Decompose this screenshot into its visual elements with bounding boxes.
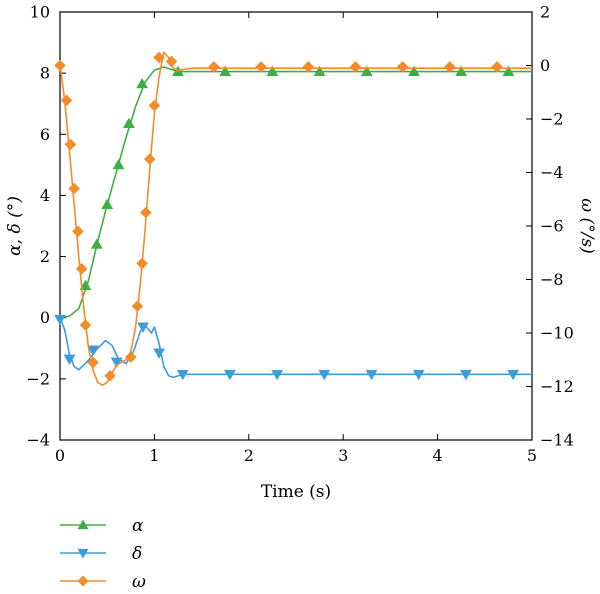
plot-frame	[59, 11, 533, 441]
left-y-axis-title: α, δ (°)	[5, 196, 25, 256]
legend-label-omega: ω	[132, 572, 146, 592]
legend: α δ ω	[60, 516, 146, 592]
data-point-1	[459, 369, 472, 381]
data-point-2	[153, 51, 165, 64]
left-y-tick-label: 8	[40, 64, 50, 83]
data-point-1	[223, 369, 236, 381]
data-point-0	[313, 65, 326, 76]
data-point-1	[412, 369, 425, 381]
data-point-2	[87, 356, 99, 369]
right-y-tick-label: 2	[540, 3, 550, 22]
data-point-2	[136, 257, 148, 270]
data-point-0	[360, 65, 373, 76]
left-y-tick-label: 2	[40, 247, 50, 266]
data-point-2	[396, 60, 409, 73]
labels-layer: Time (s) α, δ (°) ω (°/s)	[5, 196, 597, 502]
left-y-tick-label: 6	[40, 125, 50, 144]
data-point-1	[271, 369, 284, 381]
right-y-tick-label: 0	[540, 56, 550, 75]
right-y-tick-label: −2	[540, 110, 564, 129]
left-y-tick-label: 10	[30, 3, 50, 22]
right-y-tick-label: −4	[540, 163, 564, 182]
right-y-tick-label: −12	[540, 377, 574, 396]
left-y-tick-label: 4	[40, 186, 50, 205]
data-point-0	[79, 279, 92, 290]
x-tick-label: 0	[55, 446, 65, 465]
data-point-1	[54, 314, 66, 326]
data-point-2	[60, 94, 73, 107]
data-point-0	[266, 65, 279, 76]
data-point-0	[90, 238, 103, 249]
data-point-0	[136, 77, 149, 89]
data-point-1	[63, 354, 76, 365]
data-point-2	[72, 225, 84, 238]
legend-label-alpha: α	[132, 516, 144, 536]
data-point-0	[408, 65, 420, 76]
data-point-0	[502, 65, 515, 76]
data-point-0	[112, 158, 125, 170]
x-tick-label: 5	[527, 446, 537, 465]
legend-item-omega: ω	[60, 572, 146, 592]
data-point-2	[131, 300, 144, 313]
legend-label-delta: δ	[132, 544, 142, 564]
data-point-1	[87, 345, 99, 356]
data-point-2	[64, 138, 77, 151]
left-y-tick-label: −4	[26, 431, 50, 450]
legend-item-delta: δ	[60, 544, 142, 564]
x-tick-label: 2	[244, 446, 254, 465]
x-tick-label: 4	[433, 446, 443, 465]
right-y-axis-title: ω (°/s)	[577, 198, 597, 253]
x-axis-title: Time (s)	[261, 482, 331, 502]
data-point-2	[54, 59, 66, 72]
data-point-1	[318, 369, 331, 381]
series-line-1	[59, 317, 532, 379]
legend-marker-delta	[77, 548, 89, 559]
data-point-2	[349, 60, 362, 73]
right-y-tick-label: −6	[540, 217, 564, 236]
legend-marker-omega	[77, 575, 89, 587]
data-point-2	[79, 319, 92, 331]
series-1	[54, 314, 532, 381]
data-point-1	[507, 369, 520, 381]
data-point-1	[176, 369, 189, 381]
right-y-tick-label: −10	[540, 324, 574, 343]
series-2	[54, 51, 532, 386]
legend-item-alpha: α	[60, 516, 144, 536]
right-y-tick-label: −8	[540, 270, 564, 289]
data-point-2	[124, 351, 137, 363]
data-point-0	[455, 65, 468, 76]
data-point-2	[255, 60, 267, 73]
data-point-1	[153, 348, 166, 359]
data-point-0	[219, 65, 232, 76]
data-point-2	[165, 55, 178, 68]
axes-layer: 0 1 2 3 4 5 −4 −2 0 2 4 6 8 10 −14 −12 −10 −8 −6 −4 −2 0 2	[26, 3, 573, 466]
right-y-tick-label: −14	[540, 431, 574, 450]
left-y-tick-label: −2	[26, 369, 50, 388]
data-point-0	[122, 117, 135, 128]
data-point-2	[148, 99, 161, 112]
data-point-2	[208, 60, 220, 73]
data-point-2	[68, 182, 81, 195]
series-0	[59, 65, 532, 319]
data-point-2	[444, 60, 456, 73]
data-point-2	[104, 369, 116, 382]
legend-marker-alpha	[77, 519, 89, 530]
data-point-2	[491, 60, 503, 73]
data-point-2	[143, 153, 156, 165]
data-point-1	[137, 322, 150, 333]
data-point-0	[101, 198, 114, 209]
data-point-1	[365, 369, 378, 381]
x-tick-label: 1	[149, 446, 159, 465]
data-point-2	[140, 206, 152, 219]
series-layer	[54, 51, 532, 386]
data-point-2	[75, 262, 88, 275]
x-tick-label: 3	[338, 446, 348, 465]
series-line-0	[59, 66, 532, 319]
data-point-2	[302, 60, 315, 73]
left-y-tick-label: 0	[40, 308, 50, 327]
series-line-2	[59, 51, 532, 386]
